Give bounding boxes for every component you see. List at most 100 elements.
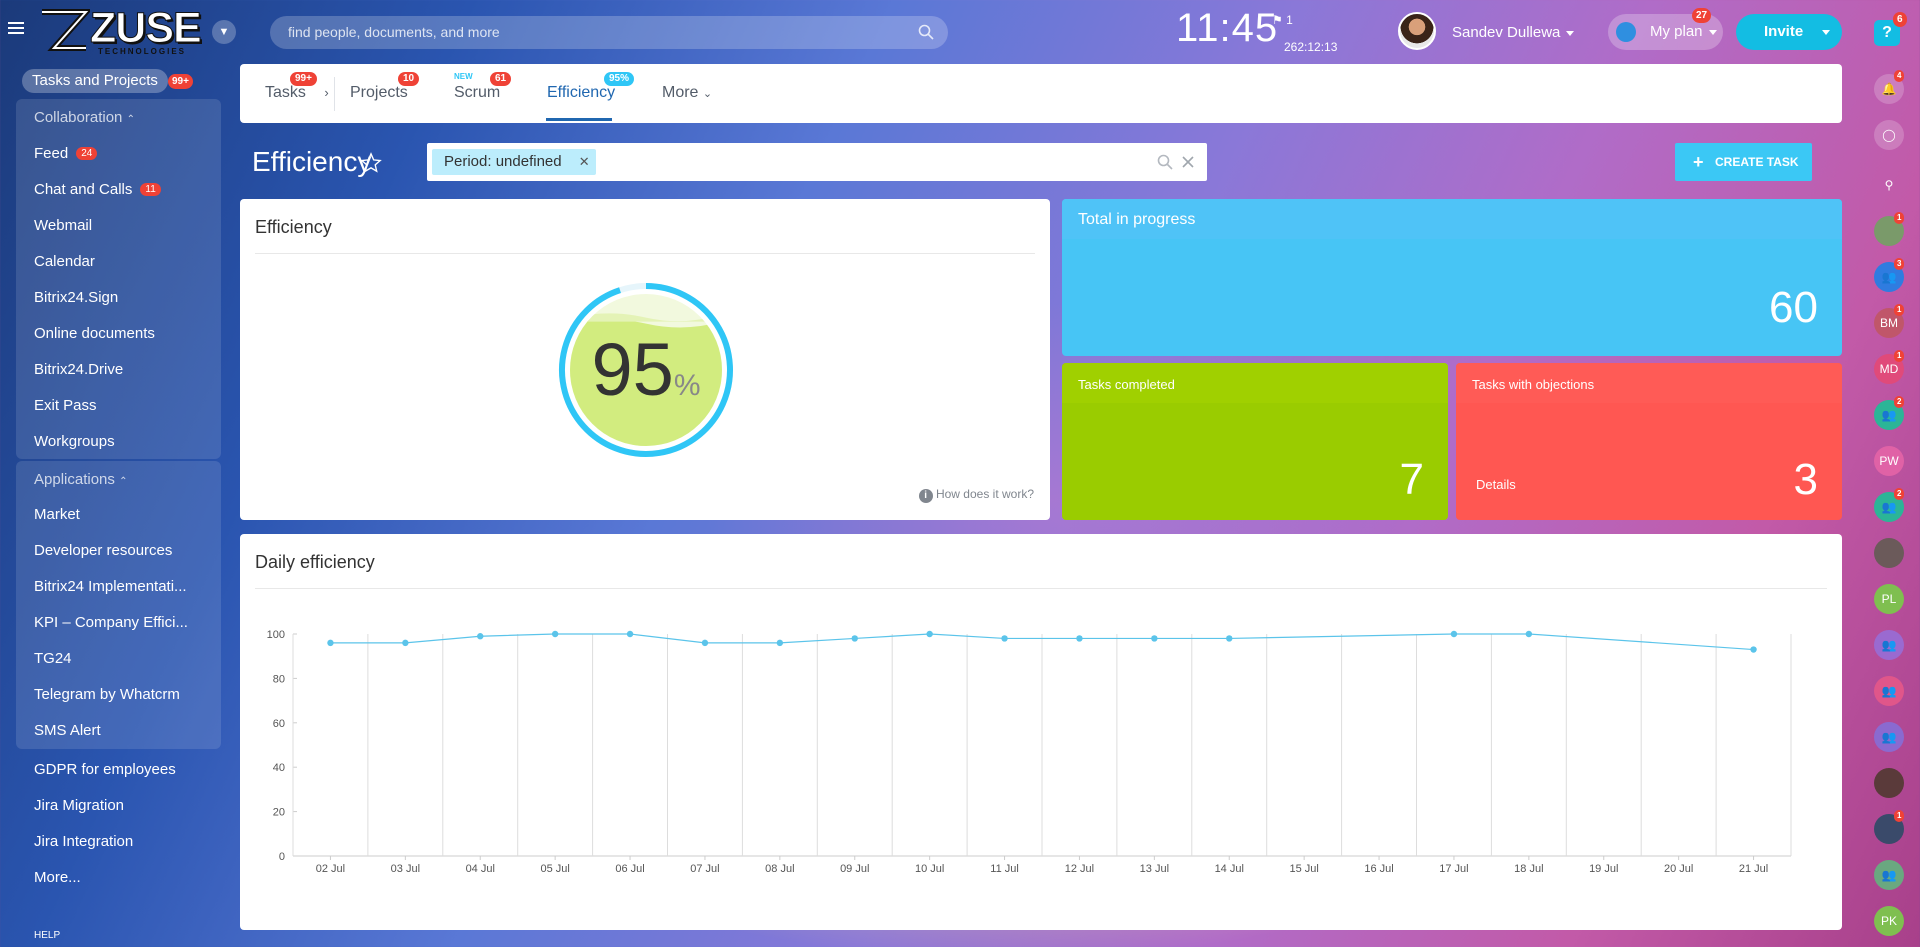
invite-dropdown-icon[interactable]	[1822, 30, 1830, 35]
sidebar-item-webmail[interactable]: Webmail	[34, 217, 92, 234]
search-icon[interactable]	[1157, 154, 1173, 170]
rail-badge: 2	[1894, 396, 1905, 408]
contact-avatar-pl[interactable]: PL	[1874, 584, 1904, 614]
group-chat-icon[interactable]: 👥	[1874, 676, 1904, 706]
group-chat-icon[interactable]: 👥	[1874, 262, 1904, 292]
sidebar-item-more[interactable]: More...	[34, 869, 81, 886]
my-plan-button[interactable]: My plan 27	[1608, 8, 1723, 50]
search-icon[interactable]: ⚲	[1884, 178, 1894, 192]
sidebar-item-label: Telegram by Whatcrm	[34, 686, 180, 703]
sidebar-item-gdpr-for-employees[interactable]: GDPR for employees	[34, 761, 176, 778]
tile-header	[1062, 199, 1842, 239]
chip-close-icon[interactable]: ✕	[578, 154, 590, 169]
sidebar-item-feed[interactable]: Feed 24	[34, 145, 98, 162]
sidebar-item-jira-migration[interactable]: Jira Migration	[34, 797, 124, 814]
tile-title: Tasks completed	[1078, 377, 1175, 392]
menu-toggle-icon[interactable]	[8, 22, 24, 34]
company-logo[interactable]: ZUSE TECHNOLOGIES	[38, 4, 203, 56]
sidebar-item-telegram-by-whatcrm[interactable]: Telegram by Whatcrm	[34, 686, 180, 703]
tab-more[interactable]: More ⌄	[662, 84, 713, 101]
sidebar-item-workgroups[interactable]: Workgroups	[34, 433, 115, 450]
people-icon	[1616, 22, 1636, 42]
sidebar-item-kpi-company-effici[interactable]: KPI – Company Effici...	[34, 614, 188, 631]
filter-chip-label: Period: undefined	[444, 153, 562, 170]
tasks-badge: 99+	[168, 74, 193, 89]
flag-counter[interactable]: ⚑ 1	[1272, 13, 1293, 27]
x-tick-label: 03 Jul	[391, 863, 420, 875]
chevron-down-icon[interactable]: ▼	[212, 20, 236, 44]
filter-search-box[interactable]: Period: undefined ✕	[427, 143, 1207, 181]
help-link[interactable]: HELP	[34, 930, 61, 941]
contact-avatar[interactable]	[1874, 538, 1904, 568]
data-point	[776, 639, 784, 647]
clock[interactable]: 11:45	[1176, 6, 1279, 50]
total-in-progress-tile[interactable]: Total in progress 60	[1062, 199, 1842, 356]
rail-badge: 1	[1894, 304, 1905, 316]
data-point	[477, 633, 484, 640]
logo-wordmark: ZUSE	[90, 4, 203, 52]
group-chat-icon[interactable]: 👥	[1874, 722, 1904, 752]
sidebar-item-chat-and-calls[interactable]: Chat and Calls 11	[34, 181, 161, 198]
star-icon[interactable]	[360, 152, 382, 174]
y-tick-label: 40	[273, 762, 285, 774]
group-chat-icon[interactable]: 👥	[1874, 860, 1904, 890]
sidebar-item-tasks-and-projects[interactable]: Tasks and Projects	[22, 69, 168, 93]
sidebar-item-label: Webmail	[34, 217, 93, 234]
details-link[interactable]: Details	[1476, 477, 1516, 492]
search-icon[interactable]	[918, 24, 934, 40]
sidebar-item-bitrix24-implementati[interactable]: Bitrix24 Implementati...	[34, 578, 187, 595]
x-tick-label: 18 Jul	[1514, 863, 1543, 875]
sidebar-item-bitrix24-drive[interactable]: Bitrix24.Drive	[34, 361, 123, 378]
efficiency-panel: Efficiency 95% i How does it work?	[240, 199, 1050, 520]
x-tick-label: 13 Jul	[1140, 863, 1169, 875]
sidebar-item-jira-integration[interactable]: Jira Integration	[34, 833, 133, 850]
applications-title[interactable]: Applications ⌃	[34, 471, 128, 488]
user-menu[interactable]: Sandev Dullewa	[1452, 24, 1575, 41]
x-tick-label: 16 Jul	[1364, 863, 1393, 875]
clear-icon[interactable]	[1180, 154, 1196, 170]
tab-scrum[interactable]: Scrum	[454, 84, 501, 101]
sidebar-item-bitrix24-sign[interactable]: Bitrix24.Sign	[34, 289, 118, 306]
notifications-icon[interactable]: 🔔	[1874, 74, 1904, 104]
sidebar-item-label: Calendar	[34, 253, 95, 270]
tasks-completed-tile[interactable]: Tasks completed 7	[1062, 363, 1448, 520]
tasks-with-objections-tile[interactable]: Tasks with objections Details 3	[1456, 363, 1842, 520]
collaboration-title[interactable]: Collaboration ⌃	[34, 109, 135, 126]
contact-avatar-pk[interactable]: PK	[1874, 906, 1904, 936]
user-avatar[interactable]	[1398, 12, 1436, 50]
tab-divider	[334, 77, 335, 111]
create-task-button[interactable]: + CREATE TASK	[1675, 143, 1812, 181]
tile-title: Tasks with objections	[1472, 377, 1595, 392]
contact-avatar-pw[interactable]: PW	[1874, 446, 1904, 476]
invite-button[interactable]: Invite	[1736, 14, 1842, 50]
x-tick-label: 21 Jul	[1739, 863, 1768, 875]
sidebar-item-label: GDPR for employees	[34, 761, 176, 778]
tab-tasks-badge: 99+	[290, 72, 317, 86]
group-chat-icon[interactable]: 👥	[1874, 630, 1904, 660]
plus-icon: +	[1693, 152, 1704, 172]
sidebar-item-sms-alert[interactable]: SMS Alert	[34, 722, 101, 739]
sidebar-item-label: Bitrix24.Sign	[34, 289, 119, 306]
sidebar-item-calendar[interactable]: Calendar	[34, 253, 95, 270]
series-line	[330, 633, 1754, 651]
sidebar-item-market[interactable]: Market	[34, 506, 80, 523]
x-tick-label: 07 Jul	[690, 863, 719, 875]
filter-chip[interactable]: Period: undefined ✕	[432, 149, 596, 175]
contact-avatar[interactable]	[1874, 768, 1904, 798]
how-does-it-work-link[interactable]: i How does it work?	[918, 487, 1034, 503]
sidebar-item-developer-resources[interactable]: Developer resources	[34, 542, 172, 559]
x-tick-label: 11 Jul	[990, 863, 1019, 875]
tab-projects[interactable]: Projects	[350, 84, 408, 101]
sidebar-item-label: Online documents	[34, 325, 155, 342]
sidebar-item-exit-pass[interactable]: Exit Pass	[34, 397, 97, 414]
sidebar-item-badge: 11	[140, 183, 161, 196]
sidebar-item-tg24[interactable]: TG24	[34, 650, 72, 667]
x-tick-label: 08 Jul	[765, 863, 794, 875]
tab-efficiency[interactable]: Efficiency	[547, 84, 616, 101]
sidebar-item-online-documents[interactable]: Online documents	[34, 325, 155, 342]
search-input[interactable]: find people, documents, and more	[270, 16, 948, 49]
tab-tasks[interactable]: Tasks ›	[265, 84, 329, 101]
my-plan-badge: 27	[1692, 8, 1712, 23]
search-placeholder: find people, documents, and more	[288, 24, 500, 40]
messages-icon[interactable]: ◯	[1874, 120, 1904, 150]
